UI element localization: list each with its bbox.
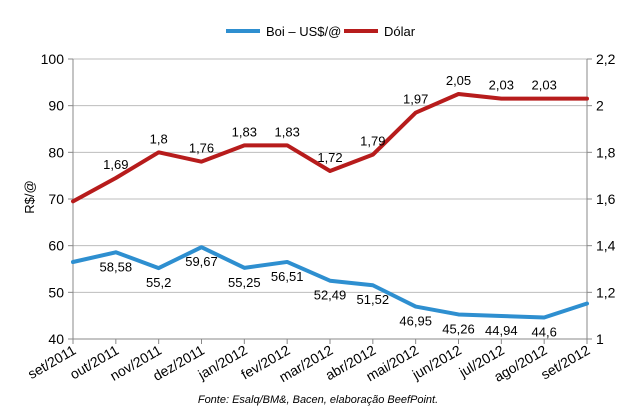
- series-lines: [71, 92, 589, 320]
- boi-data-label: 58,58: [100, 259, 133, 274]
- y-tick-label: 60: [48, 238, 64, 254]
- dolar-data-label: 2,05: [446, 73, 471, 88]
- left-axis-ticks: 40 50 60 70 80 90 100: [41, 51, 65, 347]
- y-axis-label: R$/@: [22, 180, 37, 213]
- boi-data-label: 55,2: [146, 275, 171, 290]
- dolar-data-label: 1,83: [275, 124, 300, 139]
- axes: [68, 58, 592, 344]
- boi-data-label: 52,49: [314, 288, 347, 303]
- right-axis-ticks: 1 1,2 1,4 1,6 1,8 2 2,2: [596, 51, 616, 347]
- y-tick-label: 90: [48, 98, 64, 114]
- dolar-data-label: 2,03: [489, 78, 514, 93]
- boi-data-label: 59,67: [185, 254, 218, 269]
- source-note: Fonte: Esalq/BM&, Bacen, elaboração Beef…: [198, 394, 438, 406]
- dolar-data-label: 1,79: [360, 134, 385, 149]
- y2-tick-label: 1,8: [596, 144, 616, 160]
- y2-tick-label: 1: [596, 331, 604, 347]
- dolar-data-label: 1,69: [103, 157, 128, 172]
- dolar-data-label: 1,76: [189, 141, 214, 156]
- y2-tick-label: 1,6: [596, 191, 616, 207]
- x-axis-ticks: set/2011out/2011nov/2011dez/2011jan/2012…: [25, 342, 593, 386]
- legend: Boi – US$/@ Dólar: [226, 24, 416, 39]
- boi-data-label: 51,52: [357, 292, 390, 307]
- dolar-data-label: 1,97: [403, 92, 428, 107]
- y2-tick-label: 2: [596, 98, 604, 114]
- legend-label-boi: Boi – US$/@: [266, 24, 341, 39]
- boi-data-label: 46,95: [399, 314, 432, 329]
- x-tick-label: set/2012: [538, 342, 593, 383]
- x-tick-label: jan/2012: [194, 342, 250, 383]
- dolar-data-label: 1,8: [150, 131, 168, 146]
- y2-tick-label: 1,2: [596, 284, 616, 300]
- y-tick-label: 100: [41, 51, 65, 67]
- y2-tick-label: 2,2: [596, 51, 616, 67]
- boi-data-label: 55,25: [228, 275, 261, 290]
- boi-data-label: 44,6: [532, 325, 557, 340]
- y-tick-label: 80: [48, 144, 64, 160]
- y-tick-label: 70: [48, 191, 64, 207]
- dolar-data-label: 1,83: [232, 124, 257, 139]
- legend-label-dolar: Dólar: [384, 24, 416, 39]
- y2-tick-label: 1,4: [596, 238, 616, 254]
- x-tick-label: jun/2012: [409, 342, 465, 383]
- boi-data-label: 56,51: [271, 269, 304, 284]
- y-tick-label: 40: [48, 331, 64, 347]
- dolar-data-label: 2,03: [532, 78, 557, 93]
- boi-data-label: 44,94: [485, 323, 518, 338]
- y-tick-label: 50: [48, 284, 64, 300]
- data-labels: 58,58 55,2 59,67 55,25 56,51 52,49 51,52 46,95 4…: [100, 73, 557, 340]
- boi-data-label: 45,26: [442, 321, 475, 336]
- dolar-series-line: [71, 92, 589, 204]
- dolar-data-label: 1,72: [317, 150, 342, 165]
